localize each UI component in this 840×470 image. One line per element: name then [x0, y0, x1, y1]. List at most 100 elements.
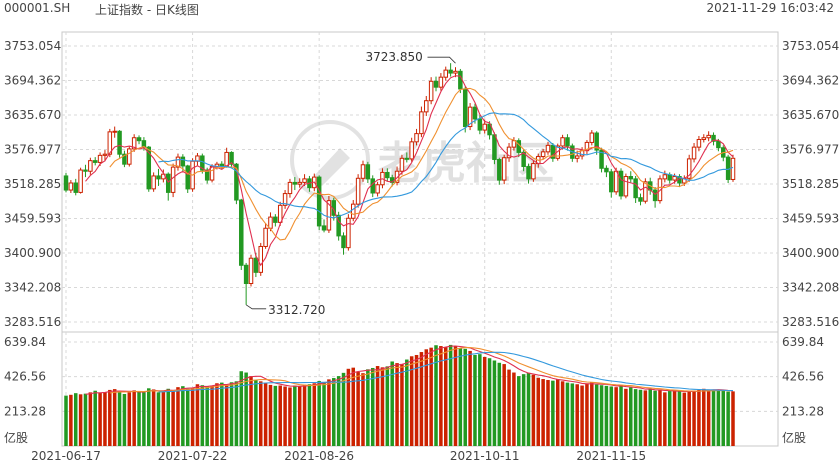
candle	[652, 187, 658, 208]
volume-bar	[546, 380, 550, 446]
candle-body	[462, 88, 468, 128]
candle-body	[599, 149, 604, 169]
candle-body	[458, 70, 463, 90]
volume-bar	[181, 386, 185, 446]
candle	[127, 146, 132, 167]
candle-body	[321, 225, 327, 231]
candle	[589, 130, 595, 146]
volume-bar	[302, 384, 307, 446]
volume-bar	[443, 347, 448, 446]
candle	[282, 190, 288, 209]
candle	[438, 73, 444, 91]
volume-tick-label-right: 426.56	[782, 370, 824, 384]
candle-body	[443, 69, 449, 78]
volume-bar	[297, 386, 302, 446]
volume-bar	[288, 387, 292, 446]
candle-body	[453, 70, 458, 74]
candle-body	[604, 167, 609, 173]
candle-body	[243, 264, 249, 285]
candle	[258, 242, 263, 276]
candle	[638, 193, 643, 206]
volume-bar	[132, 390, 136, 446]
candle	[229, 151, 234, 169]
volume-bar	[93, 390, 97, 446]
volume-bar	[156, 392, 161, 446]
candle-body	[686, 158, 692, 179]
candle-body	[565, 137, 570, 147]
candle	[156, 168, 161, 186]
volume-bar	[137, 391, 141, 446]
candle	[321, 219, 327, 233]
volume-bar	[434, 345, 438, 446]
volume-bar	[555, 379, 560, 446]
volume-bar	[531, 374, 536, 446]
chart-title: 上证指数 - 日K线图	[95, 3, 199, 17]
candle	[609, 168, 614, 198]
volume-bar	[361, 373, 365, 446]
candle-body	[88, 160, 93, 172]
candle-body	[151, 175, 156, 190]
candle	[204, 167, 210, 184]
y-tick-label-right: 3518.285	[782, 177, 839, 191]
volume-bar	[356, 372, 360, 446]
volume-bar	[385, 366, 390, 446]
candle-body	[701, 137, 707, 140]
candle	[711, 132, 716, 146]
volume-bar	[521, 374, 526, 446]
candle	[686, 154, 692, 182]
candle-body	[516, 140, 522, 153]
candle	[136, 135, 142, 145]
y-tick-label-left: 3342.208	[4, 281, 61, 295]
volume-bar	[487, 358, 492, 446]
volume-bar	[619, 384, 623, 446]
candle	[501, 154, 507, 185]
candle	[239, 198, 244, 270]
candle-body	[346, 217, 351, 249]
y-tick-label-right: 3753.054	[782, 39, 839, 53]
candle	[63, 172, 69, 193]
candle	[355, 174, 361, 208]
candle-body	[146, 146, 152, 190]
candle-body	[122, 153, 127, 165]
volume-bar	[200, 385, 205, 446]
candle	[117, 130, 122, 158]
volume-bar	[215, 383, 219, 446]
volume-ma20-line	[158, 351, 734, 393]
candle-body	[360, 164, 366, 179]
volume-bar	[234, 381, 239, 446]
candle-body	[83, 169, 88, 172]
volume-bar	[161, 391, 166, 446]
volume-tick-label-left: 213.28	[4, 404, 46, 418]
volume-bar	[536, 377, 541, 446]
volume-unit-right: 亿股	[782, 430, 806, 445]
candle-body	[292, 181, 298, 185]
candle	[643, 178, 648, 204]
candle	[497, 157, 502, 185]
volume-bar	[117, 391, 122, 446]
volume-bar	[643, 390, 648, 446]
volume-bar	[317, 380, 321, 446]
candle	[277, 201, 283, 226]
candle-body	[574, 155, 580, 159]
volume-bar	[648, 388, 652, 446]
volume-bar	[663, 392, 667, 446]
volume-bar	[112, 389, 117, 446]
candle-body	[287, 181, 293, 195]
y-tick-label-right: 3342.208	[782, 281, 839, 295]
candle	[243, 262, 249, 305]
candle	[565, 134, 570, 151]
candle-body	[180, 156, 186, 167]
candle-body	[219, 163, 225, 167]
volume-bar	[458, 348, 463, 446]
candle-body	[633, 178, 638, 199]
candle-body	[136, 137, 142, 142]
price-ma10-line	[109, 87, 734, 241]
candle	[175, 153, 181, 171]
volume-bar	[98, 393, 102, 446]
candle	[375, 181, 380, 197]
volume-bar	[541, 379, 545, 446]
volume-bar	[424, 349, 429, 446]
y-tick-label-right: 3635.670	[782, 108, 839, 122]
volume-bar	[73, 393, 78, 446]
